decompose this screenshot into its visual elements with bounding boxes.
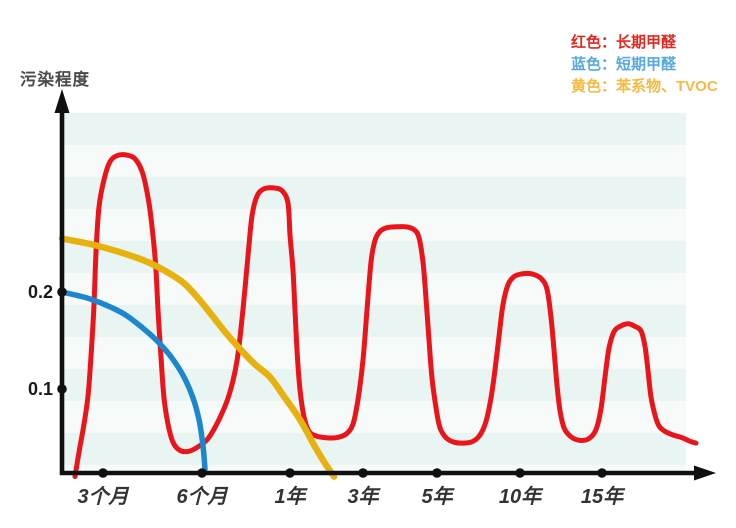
plot-stripe [64, 145, 686, 177]
legend-item-short-term-formaldehyde: 蓝色：短期甲醛 [571, 56, 677, 73]
plot-stripe [64, 305, 686, 337]
y-tick-label: 0.2 [28, 282, 53, 302]
plot-stripe [64, 177, 686, 209]
x-tick-dot [285, 468, 295, 478]
y-tick-dot [57, 384, 67, 394]
plot-stripe [64, 401, 686, 433]
x-tick-dot [98, 468, 108, 478]
series-path-long-term-formaldehyde [72, 152, 699, 480]
plot-stripe [64, 273, 686, 305]
plot-stripe [64, 113, 686, 145]
x-tick-dot [197, 468, 207, 478]
x-tick-dot [597, 468, 607, 478]
x-tick-label: 3个月 [77, 485, 129, 508]
y-tick-label: 0.1 [28, 379, 53, 399]
x-tick-dot [432, 468, 442, 478]
x-tick-label: 1年 [274, 485, 308, 508]
x-tick-label: 6个月 [176, 485, 228, 508]
y-axis-arrowhead-icon [54, 89, 70, 113]
plot-stripe [64, 465, 686, 473]
series-path-short-term-formaldehyde [59, 289, 208, 473]
x-tick-dot [358, 468, 368, 478]
plot-stripe [64, 369, 686, 401]
x-tick-label: 3年 [347, 485, 381, 508]
series-path-benzene-tvoc [58, 235, 338, 480]
legend-item-benzene-tvoc: 黄色：苯系物、TVOC [571, 78, 718, 95]
y-axis-title: 污染程度 [20, 71, 90, 89]
y-tick-dot [57, 287, 67, 297]
x-tick-label: 15年 [581, 485, 626, 508]
x-tick-label: 5年 [421, 485, 455, 508]
x-tick-label: 10年 [499, 485, 544, 508]
x-axis-arrowhead-icon [694, 465, 716, 481]
legend-item-long-term-formaldehyde: 红色：长期甲醛 [571, 34, 677, 51]
legend: 红色：长期甲醛 蓝色：短期甲醛 黄色：苯系物、TVOC [571, 32, 718, 98]
x-tick-dot [515, 468, 525, 478]
